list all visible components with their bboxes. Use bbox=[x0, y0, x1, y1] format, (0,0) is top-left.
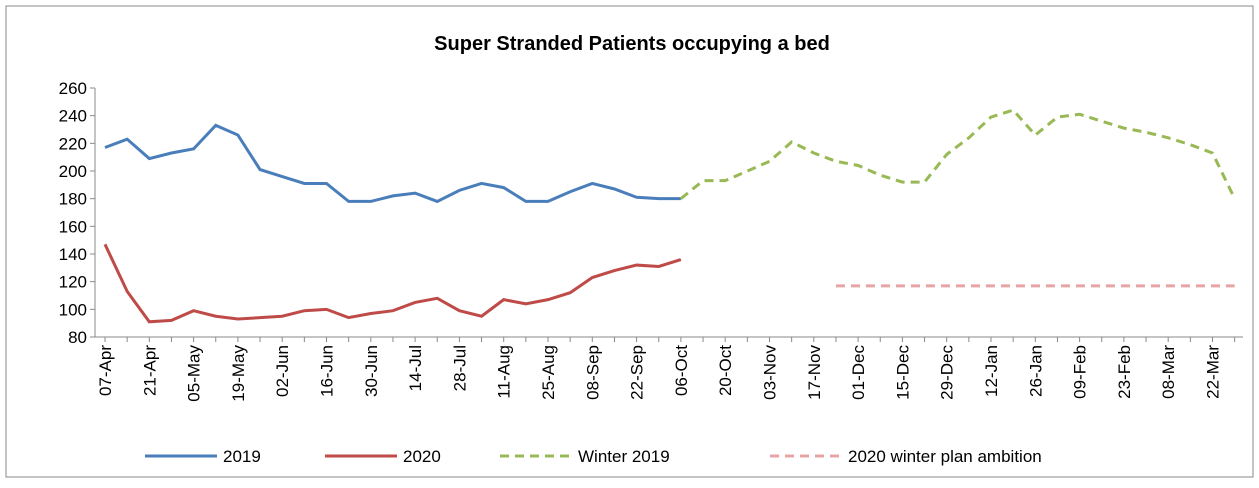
legend-label: Winter 2019 bbox=[578, 447, 670, 466]
legend-label: 2019 bbox=[223, 447, 261, 466]
y-tick-label: 160 bbox=[59, 217, 87, 236]
x-tick-label: 21-Apr bbox=[140, 345, 159, 396]
series-line bbox=[104, 123, 681, 204]
x-tick-label: 15-Dec bbox=[893, 345, 912, 400]
x-tick-label: 08-Sep bbox=[583, 345, 602, 400]
x-tick-label: 26-Jan bbox=[1026, 345, 1045, 397]
x-tick-label: 08-Mar bbox=[1159, 345, 1178, 399]
x-tick-label: 20-Oct bbox=[716, 345, 735, 396]
y-tick-label: 100 bbox=[59, 300, 87, 319]
x-tick-label: 12-Jan bbox=[982, 345, 1001, 397]
legend-label: 2020 bbox=[403, 447, 441, 466]
x-tick-label: 25-Aug bbox=[539, 345, 558, 400]
y-tick-label: 180 bbox=[59, 190, 87, 209]
x-tick-label: 19-May bbox=[229, 345, 248, 402]
x-tick-label: 09-Feb bbox=[1071, 345, 1090, 399]
x-tick-label: 03-Nov bbox=[761, 345, 780, 400]
series-line bbox=[103, 243, 682, 324]
series-line bbox=[679, 108, 1236, 200]
y-tick-label: 220 bbox=[59, 134, 87, 153]
y-tick-label: 140 bbox=[59, 245, 87, 264]
x-tick-label: 05-May bbox=[185, 345, 204, 402]
y-tick-label: 260 bbox=[59, 79, 87, 98]
x-tick-label: 30-Jun bbox=[362, 345, 381, 397]
legend-label: 2020 winter plan ambition bbox=[848, 447, 1042, 466]
y-tick-label: 240 bbox=[59, 107, 87, 126]
x-tick-label: 23-Feb bbox=[1115, 345, 1134, 399]
x-tick-label: 06-Oct bbox=[672, 345, 691, 396]
chart-frame bbox=[5, 5, 1254, 478]
x-tick-label: 28-Jul bbox=[450, 345, 469, 391]
x-tick-label: 22-Mar bbox=[1204, 345, 1223, 399]
x-tick-label: 29-Dec bbox=[938, 345, 957, 400]
y-tick-label: 80 bbox=[68, 328, 87, 347]
x-tick-label: 01-Dec bbox=[849, 345, 868, 400]
x-tick-label: 07-Apr bbox=[96, 345, 115, 396]
x-tick-label: 22-Sep bbox=[628, 345, 647, 400]
x-tick-label: 16-Jun bbox=[318, 345, 337, 397]
x-tick-label: 14-Jul bbox=[406, 345, 425, 391]
y-tick-label: 200 bbox=[59, 162, 87, 181]
chart-title: Super Stranded Patients occupying a bed bbox=[434, 33, 830, 55]
x-tick-label: 02-Jun bbox=[273, 345, 292, 397]
y-tick-label: 120 bbox=[59, 273, 87, 292]
x-tick-label: 11-Aug bbox=[495, 345, 514, 399]
x-tick-label: 17-Nov bbox=[805, 345, 824, 400]
